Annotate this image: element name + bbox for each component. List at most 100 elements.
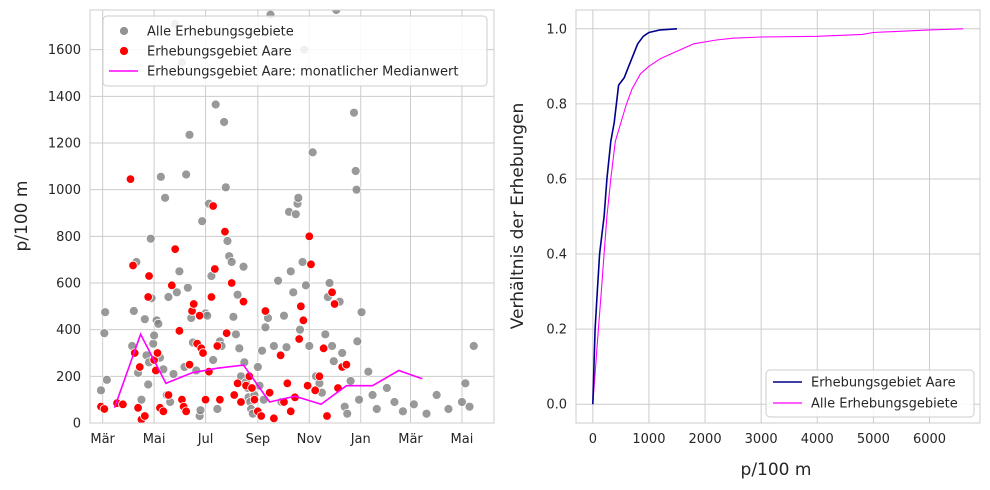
left-y-tick-label: 0 xyxy=(73,417,81,432)
point-alle-erhebungsgebiete xyxy=(232,289,243,300)
left-x-tick-label: Jul xyxy=(197,432,214,447)
point-alle-erhebungsgebiete xyxy=(168,369,179,379)
point-erhebungsgebiet-aare xyxy=(152,348,163,358)
point-erhebungsgebiet-aare xyxy=(174,326,185,336)
point-alle-erhebungsgebiete xyxy=(290,209,301,220)
point-alle-erhebungsgebiete xyxy=(324,278,335,288)
point-alle-erhebungsgebiete xyxy=(381,383,392,393)
point-erhebungsgebiet-aare xyxy=(198,348,208,358)
point-alle-erhebungsgebiete xyxy=(350,166,361,176)
point-erhebungsgebiet-aare xyxy=(310,385,320,396)
point-alle-erhebungsgebiete xyxy=(288,287,299,298)
point-erhebungsgebiet-aare xyxy=(226,278,237,288)
point-alle-erhebungsgebiete xyxy=(219,117,230,127)
point-alle-erhebungsgebiete xyxy=(195,405,206,416)
right-y-tick-label: 0.0 xyxy=(546,398,567,413)
point-alle-erhebungsgebiete xyxy=(293,192,304,203)
left-x-tick-label: Mai xyxy=(451,432,474,447)
point-alle-erhebungsgebiete xyxy=(182,282,193,293)
right-marks xyxy=(592,28,964,405)
point-erhebungsgebiet-aare xyxy=(302,380,313,391)
left-legend: Alle Erhebungsgebiete Erhebungsgebiet Aa… xyxy=(102,15,488,87)
point-alle-erhebungsgebiete xyxy=(212,404,223,414)
point-erhebungsgebiet-aare xyxy=(99,404,110,414)
point-alle-erhebungsgebiete xyxy=(389,397,400,407)
point-alle-erhebungsgebiete xyxy=(174,266,185,277)
left-y-tick-label: 1200 xyxy=(48,137,81,152)
left-x-tick-label: Mär xyxy=(90,432,115,447)
point-erhebungsgebiet-aare xyxy=(229,390,239,400)
left-y-tick-label: 200 xyxy=(56,370,81,385)
right-y-tick-label: 0.4 xyxy=(546,248,567,263)
point-alle-erhebungsgebiete xyxy=(268,341,279,351)
point-erhebungsgebiet-aare xyxy=(236,397,246,407)
point-alle-erhebungsgebiete xyxy=(279,310,289,321)
point-alle-erhebungsgebiete xyxy=(431,390,442,400)
point-erhebungsgebiet-aare xyxy=(322,411,332,421)
left-y-axis-label: p/100 m xyxy=(12,181,32,252)
point-alle-erhebungsgebiete xyxy=(153,318,164,329)
point-alle-erhebungsgebiete xyxy=(285,266,296,277)
point-alle-erhebungsgebiete xyxy=(331,10,342,15)
point-erhebungsgebiet-aare xyxy=(170,244,180,254)
right-x-tick-label: 0 xyxy=(589,432,597,447)
point-erhebungsgebiet-aare xyxy=(144,271,154,281)
point-alle-erhebungsgebiete xyxy=(258,394,269,405)
point-alle-erhebungsgebiete xyxy=(345,376,356,386)
point-erhebungsgebiet-aare xyxy=(189,299,199,309)
point-alle-erhebungsgebiete xyxy=(468,341,479,351)
point-erhebungsgebiet-aare xyxy=(341,359,352,370)
median-line xyxy=(113,332,423,409)
left-x-tick-label: Nov xyxy=(297,432,323,447)
point-erhebungsgebiet-aare xyxy=(306,259,316,270)
right-legend-box xyxy=(765,369,975,418)
legend-label-cdf-aare: Erhebungsgebiet Aare xyxy=(811,376,956,391)
point-erhebungsgebiet-aare xyxy=(314,371,325,382)
point-alle-erhebungsgebiete xyxy=(139,314,150,325)
left-chart: Mär Mai Jul Sep Nov Jan Mär Mai 0 200 400 600 800 10… xyxy=(12,9,495,447)
point-erhebungsgebiet-aare xyxy=(194,310,205,321)
right-x-tick-label: 3000 xyxy=(745,432,778,447)
point-alle-erhebungsgebiete xyxy=(398,406,408,417)
point-alle-erhebungsgebiete xyxy=(136,394,147,405)
point-alle-erhebungsgebiete xyxy=(143,379,154,390)
point-alle-erhebungsgebiete xyxy=(460,378,471,389)
point-alle-erhebungsgebiete xyxy=(231,329,241,340)
point-alle-erhebungsgebiete xyxy=(297,257,308,267)
point-alle-erhebungsgebiete xyxy=(210,99,221,110)
point-erhebungsgebiet-aare xyxy=(184,359,195,370)
point-alle-erhebungsgebiete xyxy=(220,182,231,193)
point-alle-erhebungsgebiete xyxy=(99,328,110,339)
point-erhebungsgebiet-aare xyxy=(181,406,191,417)
point-alle-erhebungsgebiete xyxy=(181,169,192,180)
point-alle-erhebungsgebiete xyxy=(304,341,315,351)
point-alle-erhebungsgebiete xyxy=(342,408,353,419)
right-grid xyxy=(576,10,980,423)
point-alle-erhebungsgebiete xyxy=(464,401,475,412)
left-x-tick-label: Mär xyxy=(398,432,423,447)
point-erhebungsgebiet-aare xyxy=(275,350,286,361)
left-y-tick-label: 400 xyxy=(56,323,81,338)
left-marks xyxy=(96,10,479,423)
point-alle-erhebungsgebiete xyxy=(307,147,318,158)
legend-label-alle: Alle Erhebungsgebiete xyxy=(147,25,294,40)
left-y-tick-labels: 0 200 400 600 800 1000 1200 1400 1600 xyxy=(48,43,81,431)
cdf-line-alle xyxy=(592,28,964,405)
left-x-tick-labels: Mär Mai Jul Sep Nov Jan Mär Mai xyxy=(90,432,473,447)
point-alle-erhebungsgebiete xyxy=(155,171,166,182)
point-erhebungsgebiet-aare xyxy=(294,334,304,344)
point-erhebungsgebiet-aare xyxy=(247,383,257,393)
point-erhebungsgebiet-aare xyxy=(327,287,337,298)
point-erhebungsgebiet-aare xyxy=(143,292,153,302)
point-erhebungsgebiet-aare xyxy=(269,413,279,423)
point-alle-erhebungsgebiete xyxy=(145,233,156,244)
point-alle-erhebungsgebiete xyxy=(320,329,331,340)
point-erhebungsgebiet-aare xyxy=(296,301,306,312)
right-y-tick-label: 0.8 xyxy=(546,97,567,112)
point-erhebungsgebiet-aare xyxy=(244,371,255,382)
point-erhebungsgebiet-aare xyxy=(264,387,275,398)
left-x-tick-label: Mai xyxy=(143,432,166,447)
point-erhebungsgebiet-aare xyxy=(118,399,128,410)
left-legend-box xyxy=(102,15,488,87)
point-erhebungsgebiet-aare xyxy=(238,296,249,307)
